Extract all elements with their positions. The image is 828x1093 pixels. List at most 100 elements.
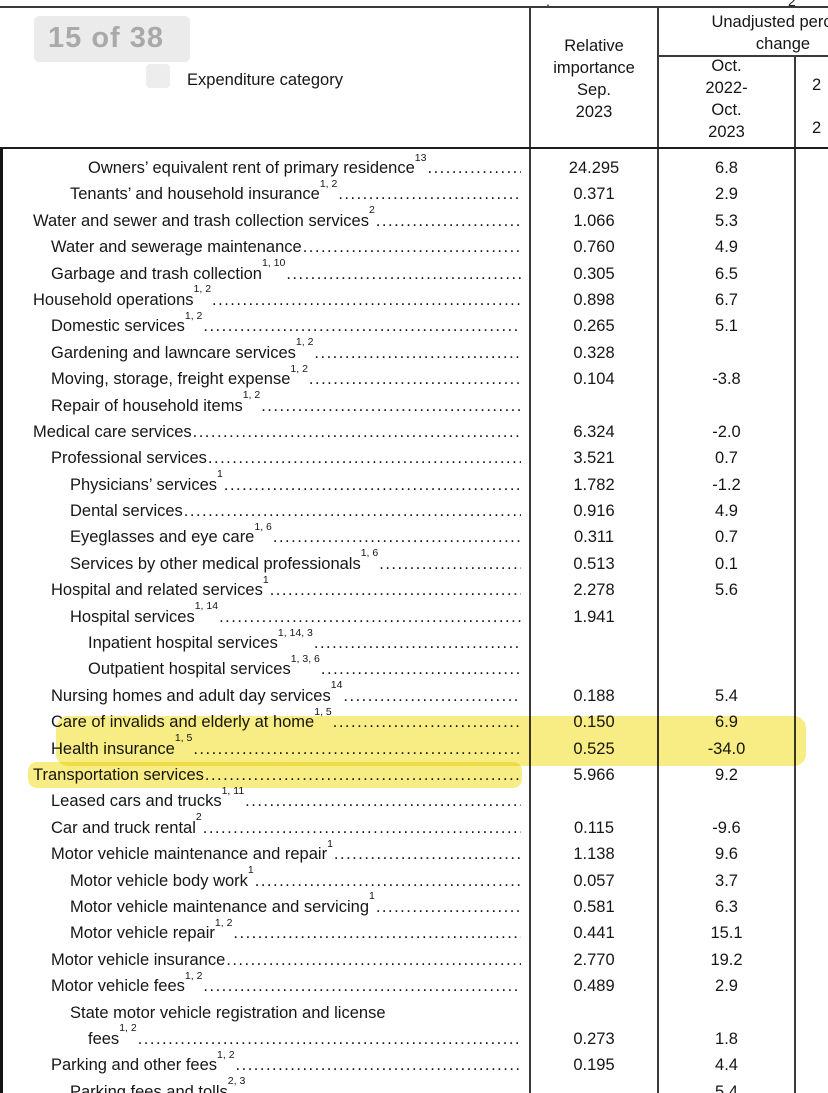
row-label: Motor vehicle maintenance and servicing1: [70, 890, 375, 916]
header-subdivider: [657, 55, 828, 57]
dot-leader: [261, 393, 521, 419]
table-row: Domestic services1, 2 0.265 5.1: [0, 311, 828, 339]
row-category-cell: Motor vehicle maintenance and repair1: [0, 837, 530, 867]
table-row: Motor vehicle maintenance and servicing1…: [0, 890, 828, 920]
relative-importance-value: 6.324: [573, 422, 615, 441]
row-label: Eyeglasses and eye care1, 6: [70, 520, 272, 547]
pct-change-value: 0.7: [715, 528, 738, 547]
footnote-marker: 1: [327, 837, 333, 850]
table-row: Inpatient hospital services1, 14, 3: [0, 626, 828, 656]
relative-importance-value: 0.581: [573, 897, 615, 916]
pct-change-value: -9.6: [712, 818, 741, 837]
pct-change-value: 6.7: [715, 290, 738, 309]
row-category-cell: Owners’ equivalent rent of primary resid…: [0, 152, 530, 181]
table-row: Motor vehicle repair1, 2 0.441 15.1: [0, 916, 828, 946]
dot-leader: [379, 551, 521, 577]
table-row: Water and sewer and trash collection ser…: [0, 204, 828, 234]
pct-change-value: 4.4: [715, 1056, 738, 1075]
row-category-cell: Outpatient hospital services1, 3, 6: [0, 652, 530, 682]
pct-change-value: 9.6: [715, 845, 738, 864]
row-label: Motor vehicle body work1: [70, 864, 254, 890]
row-category-cell: Eyeglasses and eye care1, 6: [0, 520, 530, 550]
row-category-cell: Repair of household items1, 2: [0, 389, 530, 419]
row-category-cell: Household operations1, 2: [0, 284, 530, 313]
relative-importance-value: 24.295: [568, 159, 620, 177]
row-category-cell: Tenants’ and household insurance1, 2: [0, 179, 530, 207]
row-label: Repair of household items1, 2: [51, 389, 261, 415]
dot-leader: [226, 947, 521, 973]
relative-importance-value: 0.371: [573, 185, 615, 204]
table-row: Household operations1, 2 0.898 6.7: [0, 284, 828, 313]
pct-change-value: 0.7: [715, 449, 738, 468]
row-category-cell: Inpatient hospital services1, 14, 3: [0, 626, 530, 656]
relative-importance-value: 0.760: [573, 238, 615, 257]
pct-change-value: 5.6: [715, 581, 738, 600]
row-label: Leased cars and trucks1, 11: [51, 784, 245, 811]
row-label: Outpatient hospital services1, 3, 6: [88, 652, 320, 679]
table-row: Garbage and trash collection1, 10 0.305 6.…: [0, 257, 828, 287]
row-label: Motor vehicle fees1, 2: [51, 969, 203, 996]
relative-importance-value: 3.521: [573, 449, 615, 468]
row-category-cell: Domestic services1, 2: [0, 311, 530, 339]
table-row: Hospital and related services1 2.278 5.6: [0, 573, 828, 603]
row-category-cell: Motor vehicle fees1, 2: [0, 969, 530, 999]
row-category-cell: Hospital and related services1: [0, 573, 530, 603]
footnote-marker: 2: [195, 811, 202, 824]
dot-leader: [208, 445, 521, 471]
pct-change-value: 0.1: [715, 554, 738, 573]
table-row: Leased cars and trucks1, 11: [0, 784, 828, 814]
footnote-marker: 1, 2: [295, 336, 314, 349]
row-label: fees1, 2: [88, 1022, 137, 1048]
pct-change-value: 3.7: [715, 871, 738, 890]
table-row: Hospital services1, 14 1.941: [0, 600, 828, 630]
table-left-border: [0, 149, 3, 1093]
table-row: Moving, storage, freight expense1, 2 0.10…: [0, 363, 828, 392]
dot-leader: [203, 313, 521, 339]
row-label: Parking and other fees1, 2: [51, 1048, 235, 1075]
dot-leader: [245, 788, 521, 814]
column-header-oct-2022-oct-2023: Oct. 2022- Oct. 2023: [705, 57, 748, 141]
table-row: Services by other medical professionals1…: [0, 548, 828, 577]
column-divider: [657, 6, 659, 1093]
dot-leader: [212, 287, 521, 313]
row-label: Hospital services1, 14: [70, 600, 219, 626]
pct-change-value: -1.2: [712, 475, 741, 494]
pct-change-value: 6.5: [715, 264, 738, 283]
column-header-relative-importance: Relative importance Sep. 2023: [553, 37, 635, 121]
relative-importance-value: 0.489: [573, 977, 615, 996]
row-label: State motor vehicle registration and lic…: [70, 1003, 386, 1022]
pct-change-value: -2.0: [712, 422, 741, 441]
pct-change-value: 15.1: [710, 924, 743, 943]
column-header-expenditure-category: Expenditure category: [187, 71, 343, 89]
row-label: Nursing homes and adult day services14: [51, 679, 343, 705]
row-label: Inpatient hospital services1, 14, 3: [88, 626, 313, 653]
dot-leader: [246, 1079, 521, 1093]
row-label: Motor vehicle insurance: [51, 950, 226, 969]
dot-leader: [219, 604, 521, 630]
footnote-marker: 1: [247, 864, 254, 877]
footnote-marker: 1: [262, 573, 269, 586]
page-edge-artifact: .: [546, 0, 550, 9]
row-label: Garbage and trash collection1, 10: [51, 257, 286, 283]
row-category-cell: Medical care services: [0, 419, 530, 445]
footnote-marker: 2: [368, 204, 375, 217]
pct-change-value: 5.4: [715, 686, 738, 705]
table-top-border: [0, 6, 828, 8]
table-row: Owners’ equivalent rent of primary resid…: [0, 152, 828, 181]
page-edge-artifact: '': [110, 0, 116, 9]
row-category-cell: Parking and other fees1, 2: [0, 1048, 530, 1078]
pct-change-value: 19.2: [710, 950, 743, 969]
footnote-marker: 1, 2: [214, 916, 233, 929]
row-category-cell: Dental services: [0, 498, 530, 524]
relative-importance-value: 2.278: [573, 581, 615, 600]
row-category-cell: Water and sewerage maintenance: [0, 234, 530, 260]
table-row: Motor vehicle body work1 0.057 3.7: [0, 864, 828, 894]
footnote-marker: 1: [217, 468, 223, 481]
row-category-cell: Professional services: [0, 445, 530, 471]
footnote-marker: 2, 3: [227, 1075, 246, 1088]
relative-importance-value: 1.138: [573, 845, 615, 864]
dot-leader: [286, 261, 521, 287]
pct-change-value: 6.8: [715, 159, 738, 177]
footnote-marker: 1, 2: [242, 389, 261, 402]
row-label: Water and sewer and trash collection ser…: [33, 204, 375, 230]
